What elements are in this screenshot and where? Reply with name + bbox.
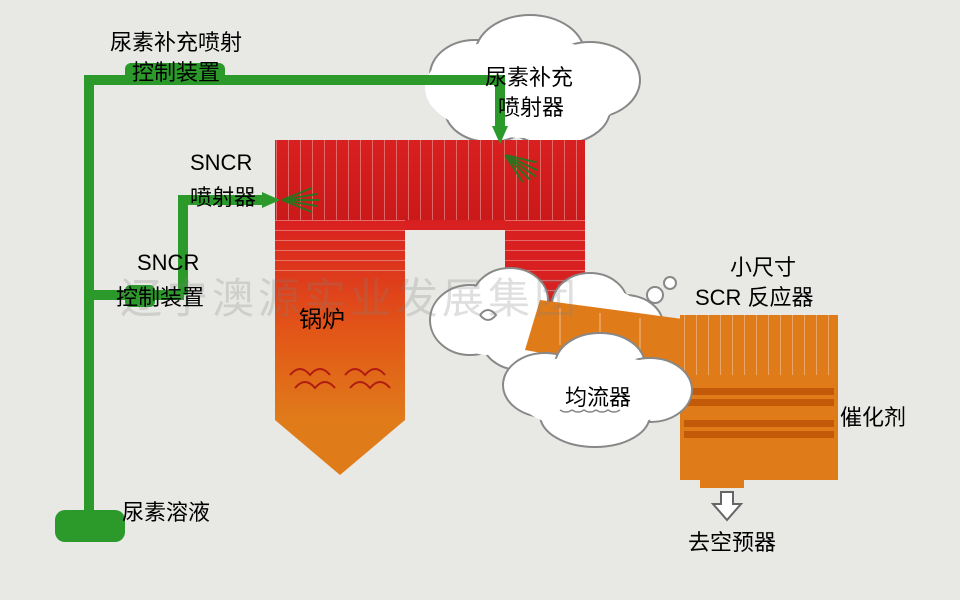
diagram-canvas: 辽宁澳源实业发展集团 尿素补充喷射 控制装置 尿素补充 喷射器 SNCR 喷射器… — [0, 0, 960, 600]
label-to-air-preheater: 去空预器 — [688, 525, 776, 557]
scr-reactor — [680, 315, 838, 488]
label-flow-equalizer: 均流器 — [565, 380, 631, 412]
label-urea-inject-ctrl-1: 尿素补充喷射 — [110, 25, 242, 57]
label-sncr-ctrl-2: 控制装置 — [116, 280, 204, 312]
label-sncr-injector-1: SNCR — [190, 150, 252, 176]
label-urea-solution: 尿素溶液 — [122, 495, 210, 527]
boiler-hopper — [275, 420, 405, 475]
label-small-scr-1: 小尺寸 — [730, 250, 796, 282]
outlet-arrow-icon — [713, 492, 741, 520]
label-sncr-ctrl-1: SNCR — [137, 250, 199, 276]
label-boiler: 锅炉 — [299, 300, 345, 334]
label-catalyst: 催化剂 — [840, 400, 906, 432]
boiler-body — [275, 220, 405, 475]
label-urea-injector-1: 尿素补充 — [485, 60, 573, 92]
label-sncr-injector-2: 喷射器 — [190, 180, 256, 212]
label-small-scr-2: SCR 反应器 — [695, 280, 814, 312]
label-urea-inject-ctrl-2: 控制装置 — [132, 55, 220, 87]
label-urea-injector-2: 喷射器 — [498, 90, 564, 122]
urea-tank — [55, 510, 125, 542]
